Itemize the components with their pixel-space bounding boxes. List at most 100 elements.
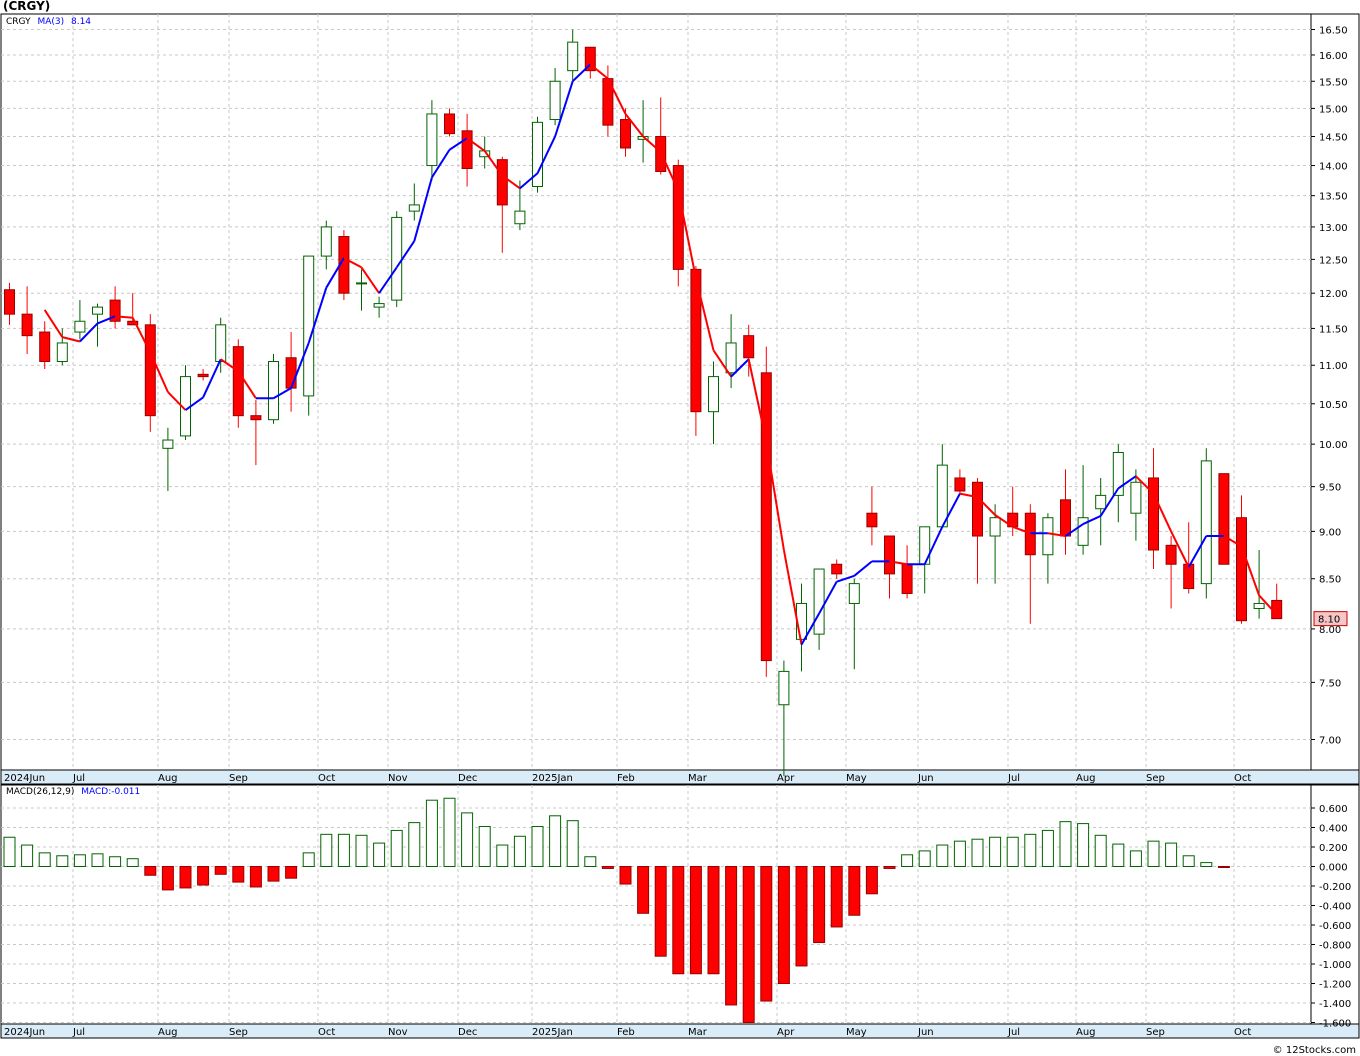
candle-body [408,204,420,212]
candle-body [1112,451,1124,496]
price-y-tick-label: 11.00 [1319,361,1348,372]
macd-bar [91,853,104,868]
macd-bar [38,852,51,867]
macd-x-tick-label: May [846,1027,867,1038]
price-x-tick-label: Jul [72,773,85,784]
macd-x-tick-label: Dec [458,1027,477,1038]
macd-bar [901,854,914,867]
macd-y-tick-label: -1.000 [1319,960,1351,971]
macd-y-tick-label: -1.200 [1319,980,1351,991]
ma-line-segment [889,560,908,566]
price-x-tick-label: Jun [917,773,934,784]
macd-bar [1217,866,1230,868]
macd-bar [73,854,86,867]
macd-bar [689,866,702,975]
ma-line-segment [1135,475,1155,495]
ma-line-segment [131,317,152,353]
macd-x-tick-label: Aug [1076,1027,1096,1038]
macd-x-tick-label: Oct [1234,1027,1251,1038]
macd-bar [1200,862,1213,867]
macd-bar [478,826,491,868]
ma-line-segment [1047,532,1066,538]
ma-line-segment [800,613,820,646]
candle-body [584,46,596,72]
macd-bar [267,866,280,882]
macd-bar [971,838,984,868]
ma-line-segment [994,514,1014,528]
macd-bar [549,815,562,867]
candle-body [461,130,473,170]
candle-body [92,306,103,315]
macd-y-tick-label: -0.400 [1319,902,1351,913]
ma-line-segment [220,358,239,373]
candle-body [972,481,983,537]
ma-line-segment [43,309,64,338]
macd-bar [989,836,1002,867]
macd-bar [918,850,931,868]
macd-bar [197,866,210,886]
price-y-tick-label: 15.50 [1319,77,1348,88]
ma-line-segment [431,149,451,178]
macd-x-tick-label: Mar [688,1027,708,1038]
chart-title: (CRGY) [3,0,51,13]
candle-body [884,535,895,575]
ma-line-segment [413,177,433,242]
ma-line-segment [115,315,133,319]
price-x-tick-label: 2024Jun [4,773,45,784]
macd-x-tick-label: Nov [388,1027,408,1038]
macd-bar [637,866,650,914]
site-credit: © 12Stocks.com [1272,1045,1356,1056]
candle-body [320,226,332,257]
macd-bar [601,866,614,869]
price-y-tick-label: 7.00 [1319,736,1341,747]
ma-line-segment [1152,493,1173,532]
macd-bar [848,866,861,916]
ma-line-segment [589,63,609,80]
macd-bar [232,866,245,883]
candle-body [848,583,860,604]
macd-bar [144,866,157,876]
macd-x-tick-label: Sep [229,1027,248,1038]
candle-body [21,313,33,337]
macd-bar [795,866,808,967]
ma-line-segment [378,266,398,294]
candle-body [303,255,315,397]
ma-line-segment [325,257,345,289]
ma-line-segment [818,581,838,615]
macd-bar [619,866,632,885]
candle-body [813,568,825,635]
price-y-tick-label: 10.00 [1319,440,1348,451]
ma-legend-label: MA(3) [37,17,65,27]
macd-bar [179,866,192,889]
macd-bar [936,844,949,867]
price-y-tick-label: 7.50 [1319,678,1341,689]
price-y-tick-label: 16.00 [1319,51,1348,62]
macd-bar [566,820,579,867]
price-y-tick-label: 10.50 [1319,400,1348,411]
macd-x-tick-label: Aug [158,1027,178,1038]
ma-line-segment [237,370,257,399]
candle-body [1077,517,1089,546]
price-x-tick-label: Feb [617,773,635,784]
macd-y-tick-label: -1.600 [1319,1019,1351,1030]
ma-line-segment [1117,475,1137,490]
ma-line-segment [97,315,116,325]
candle-body [1165,544,1177,565]
macd-bar [1006,836,1019,867]
ma-line-segment [519,172,539,190]
macd-bar [461,812,474,867]
macd-bar [707,866,720,975]
last-price-badge [1313,611,1348,627]
price-y-tick-label: 8.50 [1319,575,1341,586]
price-y-tick-label: 12.50 [1319,255,1348,266]
macd-bar [109,856,122,867]
candle-body [356,282,367,285]
price-y-tick-label: 9.00 [1319,527,1341,538]
candle-body [39,331,51,362]
price-x-tick-label: Nov [388,773,408,784]
ma-line-segment [360,266,380,294]
candle-body [162,439,174,449]
ma-line-segment [836,574,855,583]
candle-body [1236,517,1247,622]
macd-bar [672,866,685,975]
